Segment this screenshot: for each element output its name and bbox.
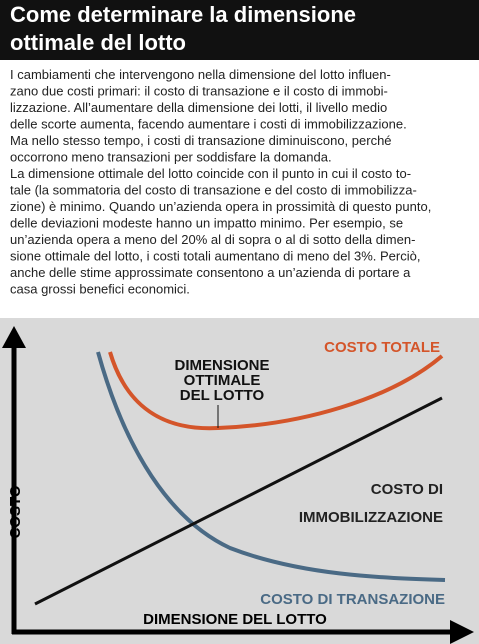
body-line: zano due costi primari: il costo di tran… <box>10 84 388 99</box>
x-axis-label: DIMENSIONE DEL LOTTO <box>143 611 327 628</box>
optimum-label: OTTIMALE <box>184 372 261 389</box>
body-line: La dimensione ottimale del lotto coincid… <box>10 166 411 181</box>
total-curve <box>108 351 444 431</box>
body-line: Ma nello stesso tempo, i costi di transa… <box>10 133 392 148</box>
body-line: occorrono meno transazioni per soddisfar… <box>10 150 332 165</box>
transaction-cost-label: COSTO DI TRANSAZIONE <box>260 591 445 608</box>
body-line: casa grossi benefici economici. <box>10 282 190 297</box>
title: Come determinare la dimensione <box>10 2 356 27</box>
body-text: I cambiamenti che intervengono nella dim… <box>10 67 431 297</box>
body-line: tale (la sommatoria del costo di transaz… <box>10 183 417 198</box>
holding-cost-label: IMMOBILIZZAZIONE <box>299 509 443 526</box>
transaction-curve <box>96 351 446 582</box>
title: ottimale del lotto <box>10 30 186 55</box>
title-band <box>0 0 479 60</box>
y-arrow <box>2 326 26 348</box>
body-line: sione ottimale del lotto, i costi totali… <box>10 249 420 264</box>
body-line: lizzazione. All’aumentare della dimensio… <box>10 100 387 115</box>
optimum-label: DIMENSIONE <box>174 357 269 374</box>
holding-line <box>34 396 443 606</box>
y-axis-label: COSTO <box>7 485 24 538</box>
total-cost-label: COSTO TOTALE <box>324 339 440 356</box>
holding-cost-label: COSTO DI <box>371 481 443 498</box>
optimum-label: DEL LOTTO <box>180 387 265 404</box>
body-line: un’azienda opera a meno del 20% al di so… <box>10 232 415 247</box>
body-line: delle deviazioni modeste hanno un impatt… <box>10 216 403 231</box>
chart-bg <box>0 318 479 644</box>
body-line: I cambiamenti che intervengono nella dim… <box>10 67 391 82</box>
body-line: anche delle stime approssimate consenton… <box>10 265 411 280</box>
body-line: zione) è minimo. Quando un’azienda opera… <box>10 199 431 214</box>
x-arrow <box>450 620 474 644</box>
body-line: delle scorte aumenta, facendo aumentare … <box>10 117 407 132</box>
